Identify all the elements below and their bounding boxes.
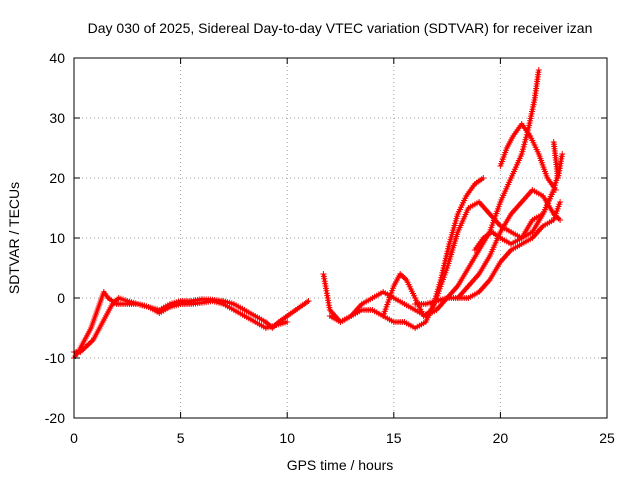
x-tick-label: 5: [177, 430, 185, 446]
series-arc-10: [550, 139, 566, 181]
series-arc-9: [497, 121, 559, 193]
grid: [74, 58, 607, 418]
plot-frame: [73, 57, 608, 419]
y-tick-label: 40: [49, 50, 65, 66]
chart-title: Day 030 of 2025, Sidereal Day-to-day VTE…: [88, 20, 593, 36]
series-arc-2: [71, 295, 291, 355]
series-arc-5: [380, 187, 557, 331]
data-point: [305, 298, 312, 304]
y-axis-label: SDTVAR / TECUs: [6, 182, 22, 294]
axis-ticks: 0 5 10 15 20 25 -20 -10 0 10 20 30 40: [45, 50, 615, 446]
x-tick-label: 15: [386, 430, 402, 446]
data-points: [71, 67, 566, 361]
series-arc-6: [412, 199, 564, 307]
data-point: [557, 199, 564, 205]
x-tick-label: 10: [279, 430, 295, 446]
data-point: [284, 319, 291, 325]
data-point: [557, 217, 564, 223]
x-tick-label: 20: [493, 430, 509, 446]
y-tick-label: 0: [57, 290, 65, 306]
data-point: [559, 151, 566, 157]
data-point: [304, 299, 311, 305]
series-arc-4: [326, 175, 487, 325]
series-line: [321, 69, 541, 324]
x-axis-label: GPS time / hours: [287, 457, 394, 473]
data-point: [552, 187, 559, 193]
y-tick-label: 20: [49, 170, 65, 186]
y-tick-label: -10: [45, 350, 65, 366]
data-point: [535, 67, 542, 73]
series-arc-3: [320, 67, 542, 325]
y-tick-label: -20: [45, 410, 65, 426]
series-arc-7: [454, 187, 564, 301]
x-tick-label: 0: [70, 430, 78, 446]
y-tick-label: 10: [49, 230, 65, 246]
data-point: [480, 175, 487, 181]
y-tick-label: 30: [49, 110, 65, 126]
x-tick-label: 25: [599, 430, 615, 446]
